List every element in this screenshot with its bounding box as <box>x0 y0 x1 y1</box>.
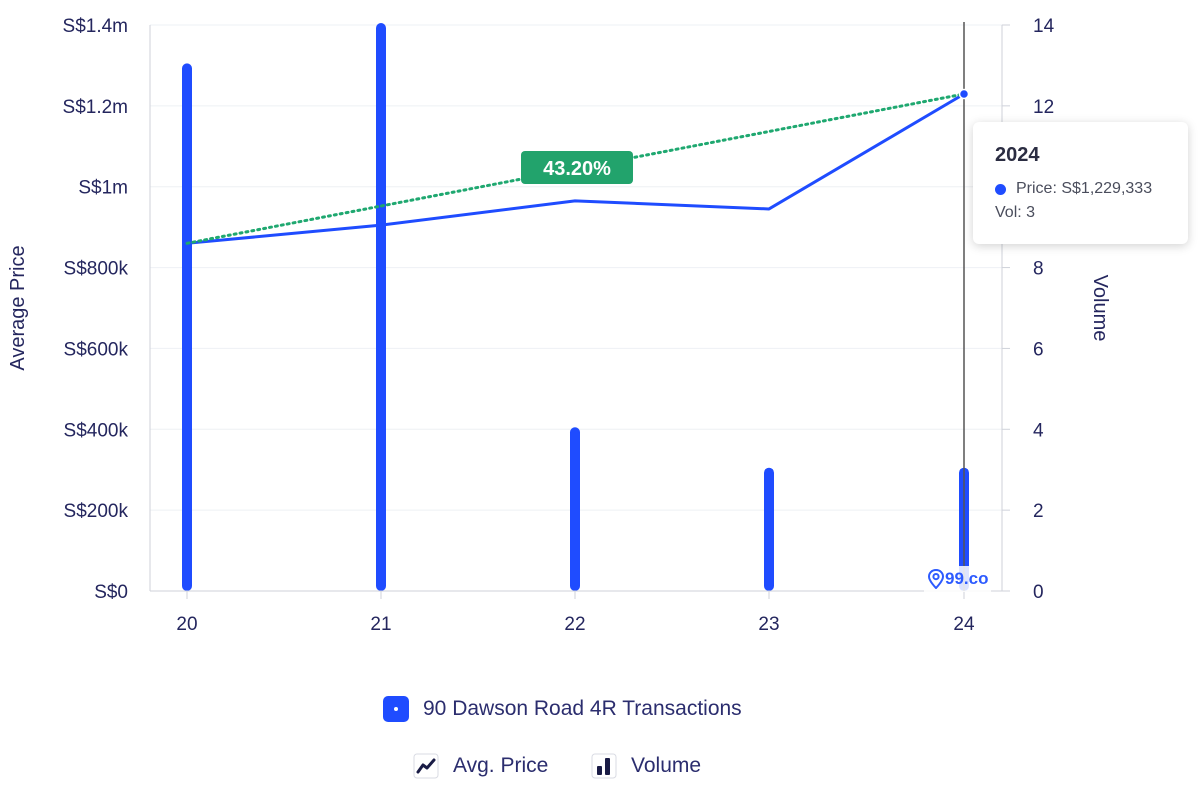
x-tick-label: 21 <box>370 614 391 635</box>
line-chart-icon <box>413 753 439 779</box>
trend-badge: 43.20% <box>521 151 633 184</box>
volume-bar <box>764 467 774 591</box>
y-right-tick-label: 6 <box>1033 339 1044 360</box>
y-left-tick-label: S$800k <box>64 259 129 280</box>
trend-badge-background <box>521 151 633 184</box>
y-left-tick-label: S$200k <box>64 501 129 522</box>
tooltip: 2024 Price: S$1,229,333 Vol: 3 <box>973 122 1188 244</box>
y-left-axis-title: Average Price <box>7 245 29 370</box>
y-left-tick-label: S$1m <box>78 178 128 199</box>
series-dot-icon <box>995 183 1006 195</box>
volume-bar <box>182 63 192 591</box>
hover-point <box>958 88 970 100</box>
volume-bar <box>376 23 386 591</box>
volume-bars <box>182 23 969 591</box>
y-right-tick-label: 14 <box>1033 16 1055 37</box>
volume-bar <box>570 427 580 591</box>
legend-dataset-item[interactable]: 90 Dawson Road 4R Transactions <box>383 694 742 724</box>
bar-chart-icon <box>591 753 617 779</box>
legend-dataset-label: 90 Dawson Road 4R Transactions <box>423 697 742 720</box>
grid-lines <box>150 24 1002 511</box>
legend-volume-label: Volume <box>631 754 702 777</box>
y-right-tick-label: 8 <box>1033 259 1044 280</box>
watermark: 99.co <box>924 566 992 592</box>
legend-volume-item[interactable]: Volume <box>591 752 701 780</box>
dataset-swatch-icon <box>383 696 409 722</box>
tooltip-price: Price: S$1,229,333 <box>1016 180 1153 197</box>
tick-labels: S$0 S$200k S$400k S$600k S$800k S$1m S$1.2m S$1… <box>63 16 1055 635</box>
tooltip-vol: Vol: 3 <box>995 204 1036 221</box>
tooltip-vol-row: Vol: 3 <box>995 201 1188 225</box>
x-tick-label: 20 <box>176 614 197 635</box>
watermark-text: 99.co <box>945 569 989 588</box>
tooltip-price-row: Price: S$1,229,333 <box>995 177 1188 201</box>
location-pin-icon <box>927 569 945 589</box>
y-left-tick-label: S$0 <box>94 582 128 603</box>
y-left-tick-label: S$1.4m <box>63 16 128 37</box>
y-left-tick-label: S$1.2m <box>63 97 128 118</box>
tooltip-title: 2024 <box>995 144 1040 166</box>
x-tick-label: 23 <box>758 614 779 635</box>
y-right-tick-label: 12 <box>1033 97 1054 118</box>
x-tick-label: 22 <box>564 614 585 635</box>
x-tick-label: 24 <box>953 614 975 635</box>
legend-avg-price-item[interactable]: Avg. Price <box>413 752 548 780</box>
avg-price-line <box>186 92 965 245</box>
legend-avg-price-label: Avg. Price <box>453 754 549 777</box>
y-right-tick-label: 0 <box>1033 582 1044 603</box>
y-right-tick-label: 2 <box>1033 501 1044 522</box>
y-left-tick-label: S$600k <box>64 339 129 360</box>
y-right-axis-title: Volume <box>1089 275 1111 342</box>
y-left-tick-label: S$400k <box>64 420 129 441</box>
trend-badge-label: 43.20% <box>543 158 611 180</box>
axes <box>149 22 1010 599</box>
y-right-tick-label: 4 <box>1033 420 1044 441</box>
combo-chart: S$0 S$200k S$400k S$600k S$800k S$1m S$1.2m S$1… <box>7 16 1111 635</box>
